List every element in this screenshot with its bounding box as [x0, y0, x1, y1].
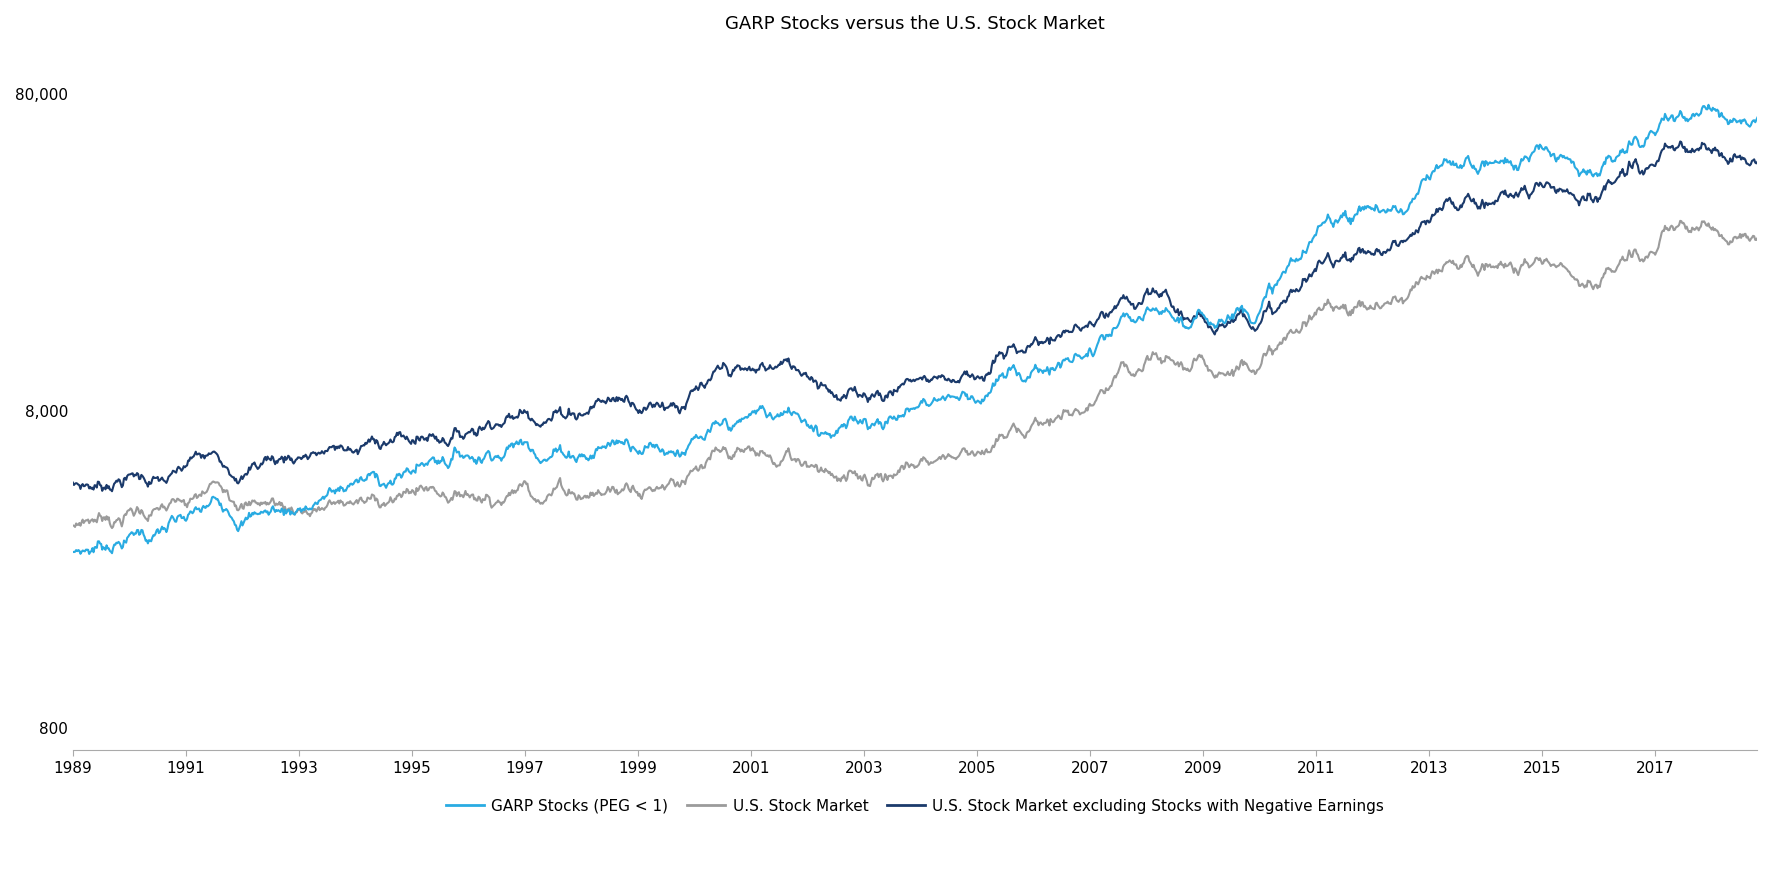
Legend: GARP Stocks (PEG < 1), U.S. Stock Market, U.S. Stock Market excluding Stocks wit: GARP Stocks (PEG < 1), U.S. Stock Market…	[439, 793, 1391, 820]
Title: GARP Stocks versus the U.S. Stock Market: GARP Stocks versus the U.S. Stock Market	[725, 15, 1104, 33]
